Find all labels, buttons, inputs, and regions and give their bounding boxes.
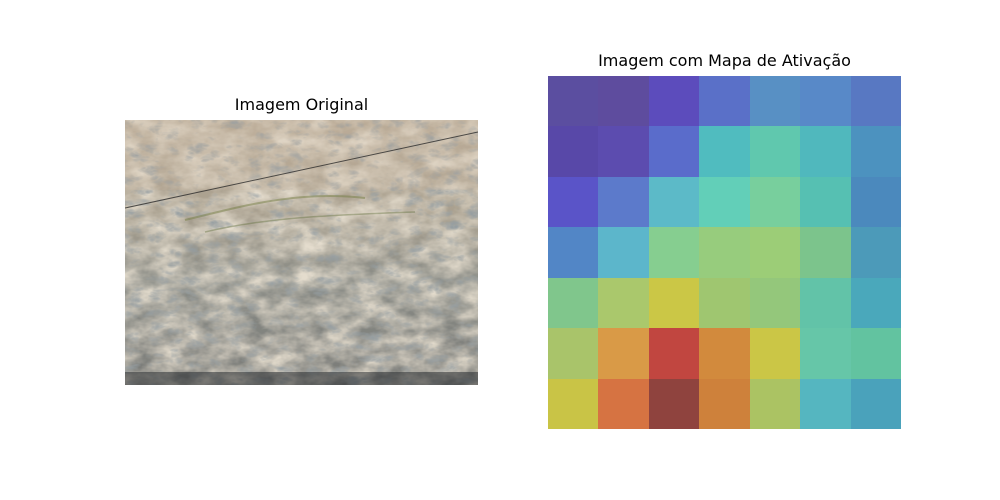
heatmap-cell-r0-c1: [598, 76, 649, 126]
heatmap-cell-r5-c6: [851, 328, 901, 379]
heatmap-cell-r1-c2: [649, 126, 699, 177]
heatmap-cell-r5-c2: [649, 328, 699, 379]
activation-map-title: Imagem com Mapa de Ativação: [548, 51, 901, 70]
heatmap-cell-r0-c5: [800, 76, 851, 126]
heatmap-cell-r1-c6: [851, 126, 901, 177]
heatmap-cell-r0-c2: [649, 76, 699, 126]
heatmap-cell-r1-c0: [548, 126, 598, 177]
heatmap-cell-r6-c1: [598, 379, 649, 429]
heatmap-cell-r0-c3: [699, 76, 750, 126]
heatmap-cell-r4-c6: [851, 278, 901, 328]
heatmap-cell-r4-c2: [649, 278, 699, 328]
heatmap-cell-r5-c4: [750, 328, 800, 379]
heatmap-cell-r1-c3: [699, 126, 750, 177]
heatmap-cell-r3-c5: [800, 227, 851, 278]
heatmap-cell-r2-c4: [750, 177, 800, 227]
heatmap-cell-r4-c4: [750, 278, 800, 328]
heatmap-cell-r3-c2: [649, 227, 699, 278]
heatmap-cell-r0-c0: [548, 76, 598, 126]
heatmap-cell-r4-c5: [800, 278, 851, 328]
activation-heatmap: [548, 76, 901, 429]
original-image-title: Imagem Original: [125, 95, 478, 114]
heatmap-cell-r4-c0: [548, 278, 598, 328]
heatmap-cell-r0-c4: [750, 76, 800, 126]
heatmap-cell-r4-c1: [598, 278, 649, 328]
heatmap-cell-r6-c2: [649, 379, 699, 429]
original-image: [125, 120, 478, 385]
heatmap-cell-r2-c2: [649, 177, 699, 227]
heatmap-cell-r2-c1: [598, 177, 649, 227]
heatmap-cell-r6-c6: [851, 379, 901, 429]
heatmap-cell-r3-c4: [750, 227, 800, 278]
heatmap-cell-r4-c3: [699, 278, 750, 328]
heatmap-cell-r3-c6: [851, 227, 901, 278]
heatmap-cell-r3-c0: [548, 227, 598, 278]
heatmap-cell-r0-c6: [851, 76, 901, 126]
heatmap-cell-r2-c3: [699, 177, 750, 227]
heatmap-cell-r1-c1: [598, 126, 649, 177]
heatmap-cell-r6-c5: [800, 379, 851, 429]
heatmap-cell-r2-c0: [548, 177, 598, 227]
heatmap-cell-r6-c0: [548, 379, 598, 429]
heatmap-cell-r5-c5: [800, 328, 851, 379]
heatmap-cell-r1-c5: [800, 126, 851, 177]
heatmap-cell-r1-c4: [750, 126, 800, 177]
heatmap-cell-r5-c1: [598, 328, 649, 379]
heatmap-cell-r5-c3: [699, 328, 750, 379]
heatmap-cell-r2-c6: [851, 177, 901, 227]
heatmap-cell-r2-c5: [800, 177, 851, 227]
heatmap-cell-r6-c4: [750, 379, 800, 429]
heatmap-cell-r3-c3: [699, 227, 750, 278]
heatmap-cell-r6-c3: [699, 379, 750, 429]
heatmap-cell-r5-c0: [548, 328, 598, 379]
heatmap-cell-r3-c1: [598, 227, 649, 278]
